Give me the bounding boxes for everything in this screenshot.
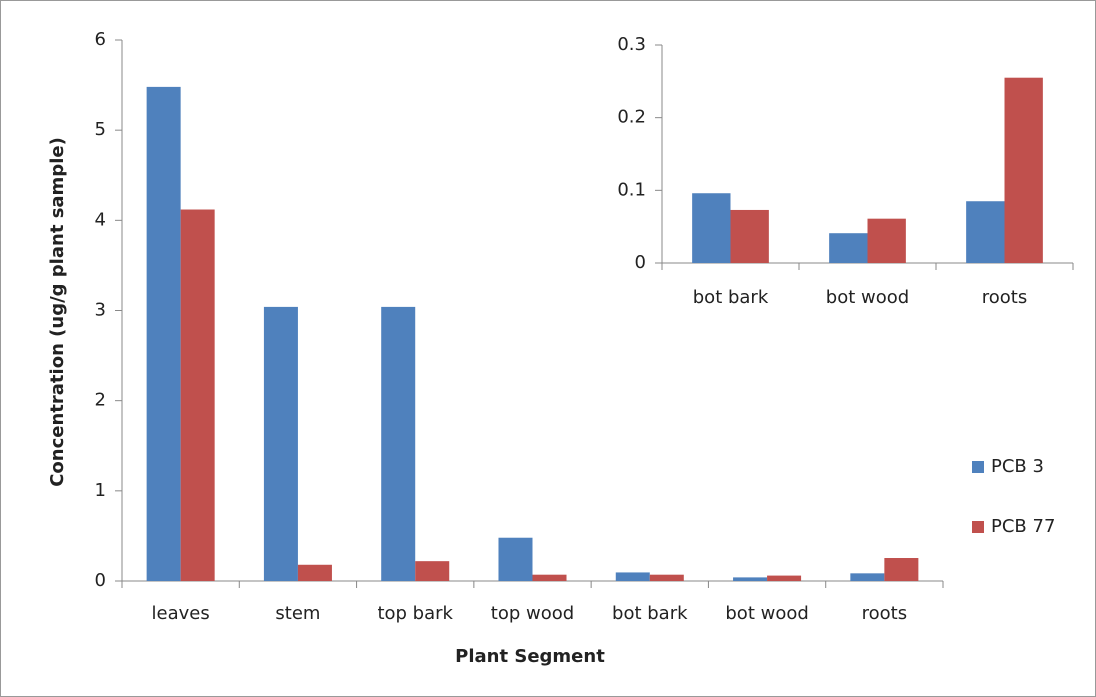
bar bbox=[297, 564, 332, 581]
bar bbox=[692, 193, 731, 263]
bar bbox=[829, 233, 868, 263]
y-tick-label: 0.2 bbox=[617, 107, 646, 128]
legend-label: PCB 3 bbox=[991, 456, 1044, 477]
y-tick-label: 6 bbox=[95, 29, 106, 50]
x-tick-label: bot bark bbox=[693, 287, 769, 308]
legend-label: PCB 77 bbox=[991, 516, 1055, 537]
bar bbox=[146, 86, 181, 582]
bar bbox=[263, 306, 298, 581]
x-tick-label: leaves bbox=[152, 603, 210, 624]
bar bbox=[733, 577, 768, 581]
bar bbox=[532, 574, 567, 581]
x-tick-label: roots bbox=[982, 287, 1027, 308]
bar bbox=[498, 537, 533, 581]
x-tick-label: top bark bbox=[377, 603, 453, 624]
x-tick-label: bot wood bbox=[826, 287, 909, 308]
x-tick-label: bot wood bbox=[725, 603, 808, 624]
bar bbox=[730, 209, 769, 263]
y-tick-label: 4 bbox=[95, 209, 106, 230]
x-tick-label: bot bark bbox=[612, 603, 688, 624]
y-tick-label: 5 bbox=[95, 119, 106, 140]
bar bbox=[966, 201, 1005, 263]
y-tick-label: 0 bbox=[635, 252, 646, 273]
bar bbox=[381, 306, 416, 581]
x-axis-title: Plant Segment bbox=[455, 646, 605, 667]
y-tick-label: 0 bbox=[95, 570, 106, 591]
legend-swatch bbox=[972, 521, 984, 533]
bar bbox=[415, 561, 450, 581]
bar bbox=[867, 218, 906, 263]
y-tick-label: 1 bbox=[95, 480, 106, 501]
legend-swatch bbox=[972, 461, 984, 473]
y-tick-label: 0.3 bbox=[617, 34, 646, 55]
x-tick-label: roots bbox=[862, 603, 907, 624]
bar bbox=[615, 572, 650, 581]
bar bbox=[649, 574, 684, 581]
y-axis-title: Concentration (ug/g plant sample) bbox=[47, 137, 68, 487]
bar bbox=[767, 575, 802, 581]
x-tick-label: top wood bbox=[491, 603, 574, 624]
bar bbox=[180, 209, 215, 581]
y-tick-label: 2 bbox=[95, 390, 106, 411]
x-tick-label: stem bbox=[275, 603, 320, 624]
bar bbox=[1004, 77, 1043, 263]
y-tick-label: 3 bbox=[95, 300, 106, 321]
bar bbox=[884, 558, 919, 581]
bar bbox=[850, 573, 885, 581]
y-tick-label: 0.1 bbox=[617, 179, 646, 200]
